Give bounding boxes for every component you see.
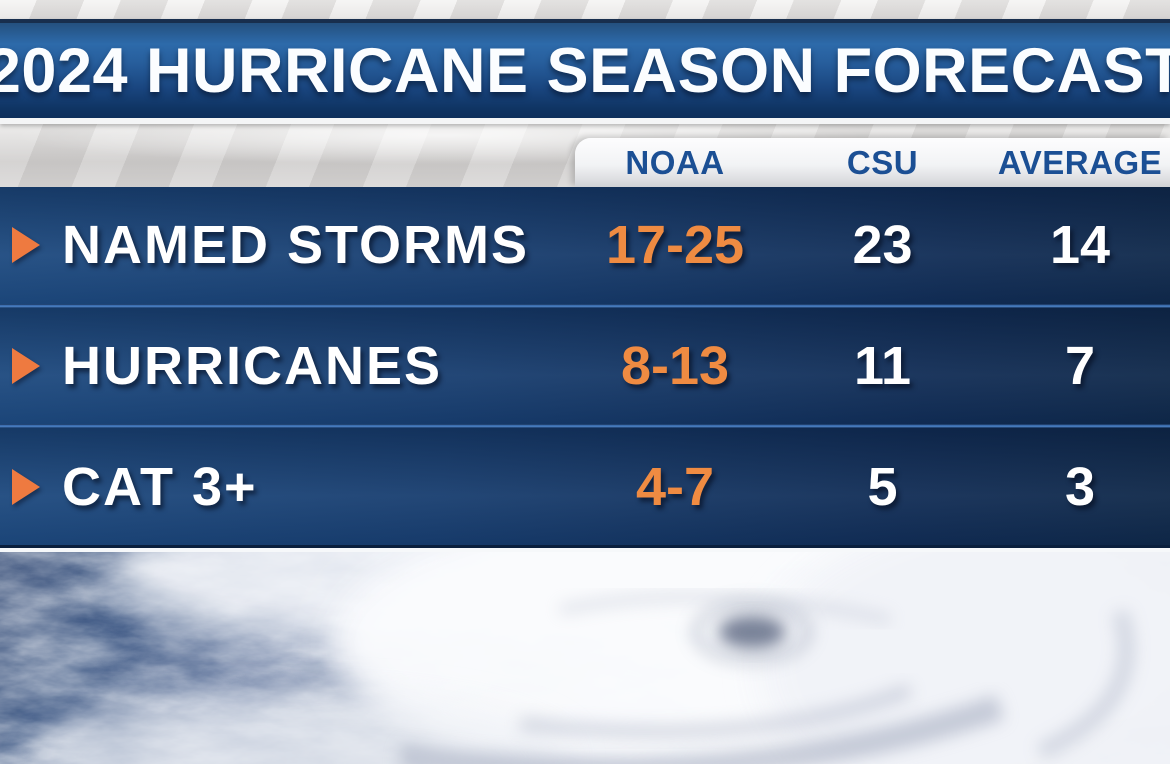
- row-label: CAT 3+: [62, 456, 258, 517]
- row-label-cell: HURRICANES: [0, 335, 575, 397]
- row-label-cell: NAMED STORMS: [0, 214, 575, 276]
- row-divider: [0, 303, 1170, 308]
- table-row-hurricanes: HURRICANES 8-13 11 7: [0, 307, 1170, 425]
- column-header-tab: NOAA CSU AVERAGE: [575, 138, 1170, 187]
- csu-value: 23: [852, 215, 913, 276]
- noaa-value: 4-7: [635, 456, 715, 517]
- page-title: 2024 HURRICANE SEASON FORECAST: [0, 35, 1170, 106]
- hurricane-photo: [0, 548, 1170, 764]
- table-row-named-storms: NAMED STORMS 17-25 23 14: [0, 187, 1170, 304]
- bullet-arrow-icon: [12, 468, 40, 505]
- bullet-arrow-icon: [12, 227, 40, 264]
- noaa-value: 17-25: [605, 215, 745, 276]
- csu-value: 5: [867, 456, 898, 517]
- csu-value: 11: [853, 336, 912, 396]
- column-header-average: AVERAGE: [997, 143, 1163, 181]
- column-header-csu: CSU: [846, 143, 919, 181]
- average-value: 3: [1064, 456, 1096, 517]
- row-label-cell: CAT 3+: [0, 456, 575, 518]
- table-row-cat3plus: CAT 3+ 4-7 5 3: [0, 428, 1170, 546]
- row-label: NAMED STORMS: [62, 215, 530, 276]
- noaa-value: 8-13: [620, 336, 730, 396]
- background-texture-top: [0, 0, 1170, 23]
- forecast-table: NAMED STORMS 17-25 23 14 HURRICANES 8-13…: [0, 187, 1170, 548]
- row-divider: [0, 424, 1170, 429]
- title-banner: 2024 HURRICANE SEASON FORECAST: [0, 19, 1170, 124]
- column-header-noaa: NOAA: [625, 143, 725, 181]
- average-value: 14: [1049, 215, 1111, 276]
- average-value: 7: [1064, 336, 1096, 396]
- row-label: HURRICANES: [62, 336, 443, 396]
- bullet-arrow-icon: [12, 348, 40, 384]
